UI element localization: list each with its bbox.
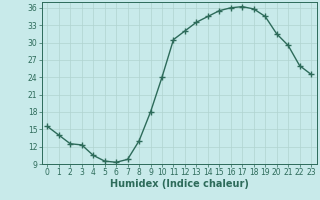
X-axis label: Humidex (Indice chaleur): Humidex (Indice chaleur)	[110, 179, 249, 189]
